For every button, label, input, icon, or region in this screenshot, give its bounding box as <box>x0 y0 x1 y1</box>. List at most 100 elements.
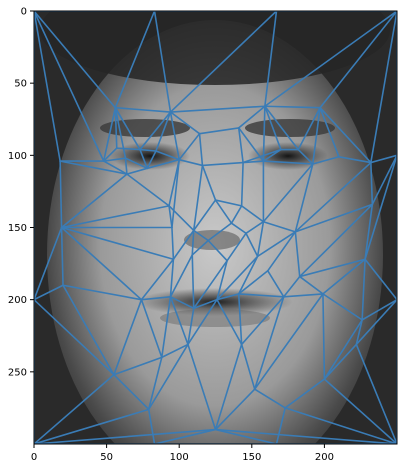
mesh-edge <box>169 295 195 310</box>
mesh-edge <box>253 388 286 409</box>
mesh-edge <box>214 343 243 431</box>
mesh-edge <box>201 161 244 167</box>
mesh-edge <box>355 319 363 346</box>
mesh-edge <box>146 150 157 170</box>
mesh-edge <box>298 258 366 278</box>
mesh-edge <box>102 160 128 175</box>
mesh-edge <box>169 105 266 113</box>
mesh-edge <box>264 11 278 108</box>
mesh-edge <box>178 132 201 161</box>
mesh-edge <box>168 158 180 207</box>
mesh-edge <box>34 11 117 109</box>
mesh-edge <box>114 106 172 113</box>
mesh-edge <box>264 11 397 108</box>
mesh-edge <box>140 298 163 359</box>
mesh-edge <box>169 11 278 113</box>
mesh-edge <box>322 293 326 380</box>
mesh-edge <box>323 319 363 380</box>
mesh-edge <box>169 111 201 135</box>
mesh-edge <box>34 298 115 376</box>
x-tick-label: 100 <box>170 452 189 463</box>
mesh-edge <box>124 157 149 170</box>
mesh-edge <box>192 259 228 310</box>
mesh-edge <box>256 231 297 258</box>
mesh-edge <box>147 356 163 411</box>
mesh-edge <box>294 161 372 233</box>
mesh-edge <box>266 269 285 298</box>
mesh-edge <box>155 150 180 161</box>
x-tick-label: 0 <box>31 452 37 463</box>
mesh-edge <box>60 226 143 301</box>
x-tick-label: 150 <box>242 452 261 463</box>
mesh-edge <box>264 105 300 151</box>
mesh-edge <box>242 160 265 164</box>
mesh-edge <box>319 106 340 158</box>
mesh-edge <box>323 378 397 444</box>
mesh-edge <box>237 293 285 298</box>
mesh-edge <box>102 106 117 162</box>
mesh-edge <box>297 106 321 151</box>
face-image <box>34 11 397 444</box>
y-tick-label: 100 <box>8 151 27 162</box>
mesh-edge <box>191 254 195 310</box>
mesh-edge <box>240 161 244 207</box>
mesh-edge <box>114 11 156 109</box>
mesh-edge <box>60 205 170 229</box>
mesh-edge <box>237 127 265 162</box>
mesh-edge <box>284 407 397 444</box>
mesh-edge <box>370 154 397 164</box>
mesh-edge <box>237 255 259 295</box>
y-tick-label: 200 <box>8 295 27 306</box>
mesh-edge <box>102 157 127 162</box>
mesh-edge <box>214 199 243 207</box>
mesh-edge <box>237 105 266 129</box>
mesh-edge <box>275 407 286 444</box>
mesh-edge <box>371 154 397 206</box>
y-tick-label: 0 <box>21 7 27 18</box>
mesh-edge <box>192 164 204 232</box>
mesh-edge <box>153 11 172 113</box>
mesh-edge <box>253 295 285 390</box>
mesh-edge <box>284 378 326 409</box>
mesh-edge <box>214 199 233 224</box>
mesh-edge <box>192 298 218 310</box>
y-tick-label: 50 <box>14 79 27 90</box>
x-axis: 0 50 100 150 200 <box>31 444 334 463</box>
mesh-edge <box>146 158 180 170</box>
mesh-edge <box>115 147 141 151</box>
mesh-edge <box>172 229 195 261</box>
mesh-edge <box>114 106 127 160</box>
mesh-edge <box>237 293 243 346</box>
mesh-edge <box>192 229 210 242</box>
mesh-edge <box>198 127 240 135</box>
mesh-edge <box>34 408 150 444</box>
mesh-edge <box>34 373 115 444</box>
mesh-edge <box>264 105 282 151</box>
mesh-edge <box>322 293 363 321</box>
mesh-edge <box>102 147 118 162</box>
mesh-edge <box>59 160 63 229</box>
mesh-edge <box>364 203 374 261</box>
mesh-edge <box>237 269 269 295</box>
mesh-edge <box>160 343 189 359</box>
mesh-edge <box>126 167 149 175</box>
mesh-edge <box>262 163 314 223</box>
mesh-edge <box>113 373 150 411</box>
mesh-edge <box>34 284 64 301</box>
mesh-edge <box>147 343 189 411</box>
mesh-edge <box>59 160 128 175</box>
mesh-edge <box>191 229 195 256</box>
mesh-edge <box>216 259 228 301</box>
mesh-edge <box>153 428 217 444</box>
mesh-edge <box>294 163 314 233</box>
mesh-edge <box>160 295 172 359</box>
mesh-edge <box>34 11 61 162</box>
x-tick-label: 50 <box>100 452 113 463</box>
mesh-edge <box>264 105 321 109</box>
mesh-edge <box>297 148 314 165</box>
mesh-edge <box>298 203 374 278</box>
mesh-edge <box>240 295 285 346</box>
mesh-edge <box>62 284 115 376</box>
mesh-edge <box>207 222 233 242</box>
